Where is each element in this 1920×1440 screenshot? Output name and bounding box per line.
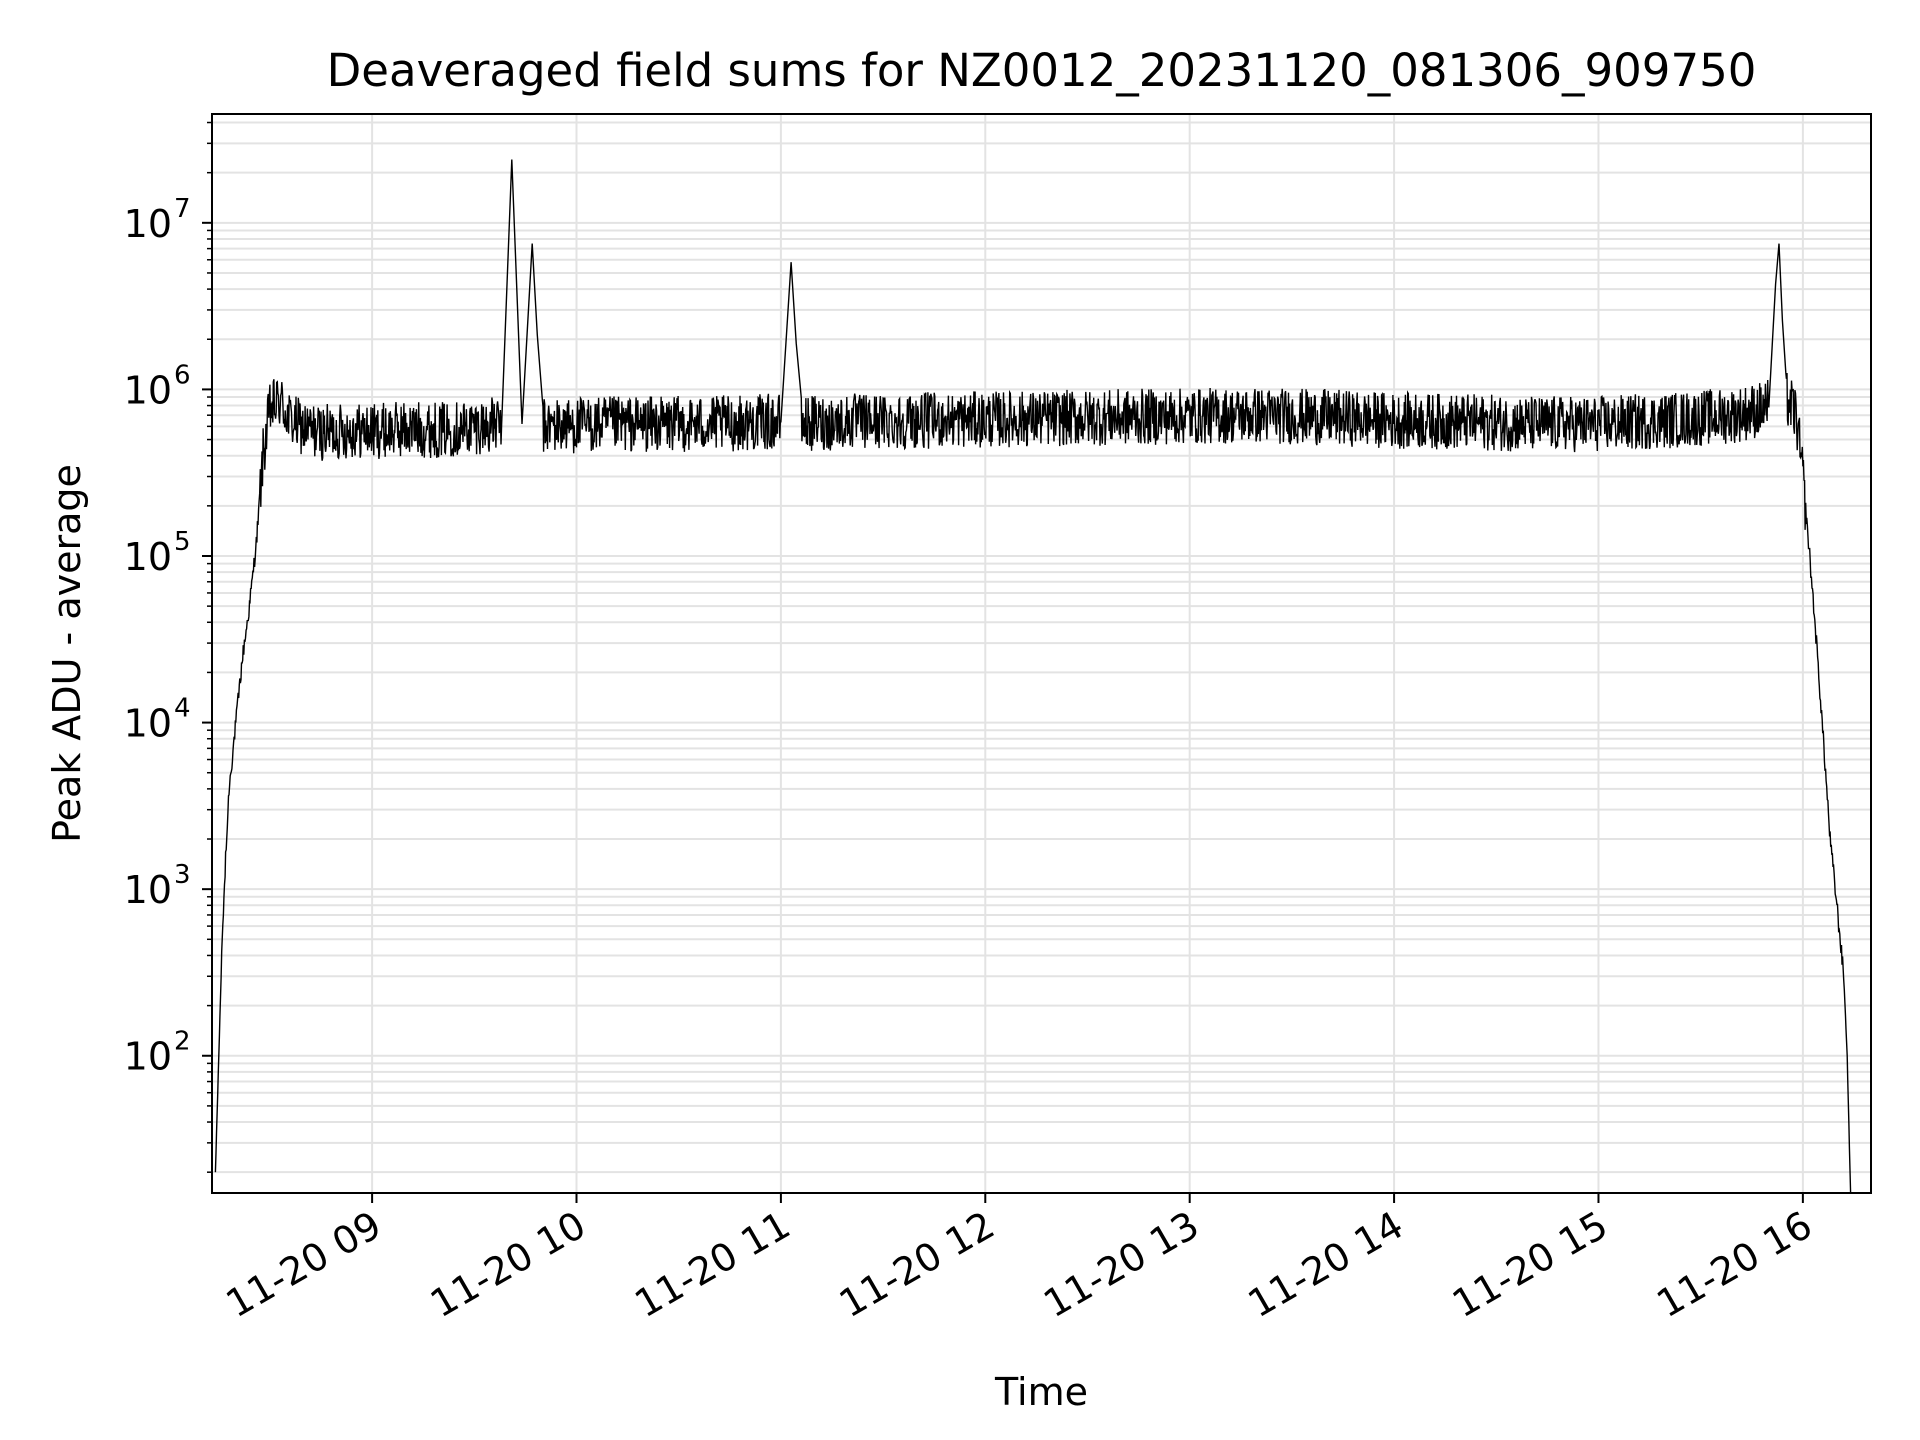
- y-tick-label: 10: [124, 868, 172, 912]
- ticks: 11-20 09 11-20 10 11-20 11 11-20 12 11-20 13…: [124, 121, 1819, 1327]
- x-tick-label: 11-20 16: [1649, 1203, 1819, 1327]
- x-tick-label: 11-20 15: [1445, 1203, 1615, 1327]
- x-tick-label: 11-20 11: [627, 1203, 797, 1327]
- y-tick-label: 10: [124, 535, 172, 579]
- data-series-line: [214, 159, 1852, 1194]
- y-tick-exponent: 6: [174, 360, 191, 390]
- y-tick-label: 10: [124, 1035, 172, 1079]
- x-tick-label: 11-20 09: [219, 1203, 389, 1327]
- y-tick-label: 10: [124, 202, 172, 246]
- y-tick-label: 10: [124, 702, 172, 746]
- axes-frame: [211, 113, 1872, 1194]
- y-tick-exponent: 5: [174, 527, 191, 557]
- y-axis-label: Peak ADU - average: [45, 464, 89, 843]
- x-axis-label: Time: [994, 1370, 1088, 1414]
- y-tick-label: 10: [124, 368, 172, 412]
- y-tick-exponent: 3: [174, 860, 191, 890]
- x-tick-label: 11-20 13: [1036, 1203, 1206, 1327]
- y-tick-exponent: 4: [174, 694, 191, 724]
- x-tick-label: 11-20 10: [423, 1203, 593, 1327]
- series-layer: [214, 159, 1852, 1194]
- y-tick-exponent: 2: [174, 1027, 191, 1057]
- y-tick-exponent: 7: [174, 194, 191, 224]
- grid: [212, 114, 1871, 1193]
- x-tick-label: 11-20 14: [1241, 1203, 1411, 1327]
- chart-title: Deaveraged field sums for NZ0012_2023112…: [327, 44, 1757, 97]
- x-tick-label: 11-20 12: [832, 1203, 1002, 1327]
